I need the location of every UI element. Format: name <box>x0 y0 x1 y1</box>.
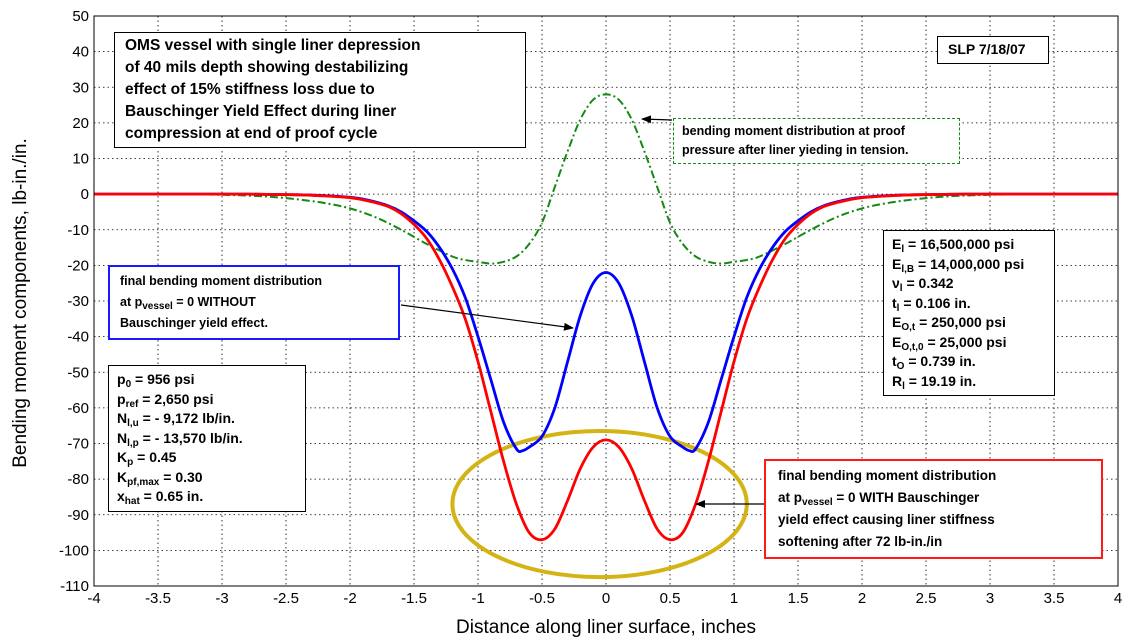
x-tick-label: 3 <box>986 590 994 607</box>
left-parameter-box: p0 = 956 psi pref = 2,650 psi Nl,u = - 9,1… <box>108 365 306 512</box>
parameter-row: tO = 0.739 in. <box>892 353 976 372</box>
x-tick-label: -2 <box>343 590 356 607</box>
green-curve-annotation: bending moment distribution at proof pre… <box>673 118 960 164</box>
parameter-row: El = 16,500,000 psi <box>892 236 1015 255</box>
y-tick-label: -20 <box>67 257 89 274</box>
y-tick-label: 0 <box>81 186 89 203</box>
y-tick-label: -90 <box>67 507 89 524</box>
green-annotation-line: pressure after liner yieding in tension. <box>682 143 909 157</box>
y-tick-label: 10 <box>72 151 89 168</box>
y-tick-label: -10 <box>67 222 89 239</box>
green-annotation-line: bending moment distribution at proof <box>682 124 905 138</box>
red-curve-annotation: final bending moment distribution at pve… <box>764 459 1103 559</box>
x-tick-label: 3.5 <box>1044 590 1065 607</box>
blue-annotation-arrow <box>400 304 574 331</box>
series-line-ff0000 <box>94 192 1118 542</box>
red-annotation-line: yield effect causing liner stiffness <box>778 512 995 527</box>
y-tick-label: 40 <box>72 44 89 61</box>
y-tick-label: 50 <box>72 8 89 25</box>
title-line: of 40 mils depth showing destabilizing <box>125 59 409 76</box>
parameter-row: xhat = 0.65 in. <box>117 488 204 507</box>
red-annotation-line: at pvessel = 0 WITH Bauschinger <box>778 490 980 508</box>
title-annotation-box: OMS vessel with single liner depression … <box>114 32 526 148</box>
stamp-text: SLP 7/18/07 <box>948 41 1026 57</box>
x-axis-label: Distance along liner surface, inches <box>456 617 756 638</box>
x-tick-label: -3.5 <box>145 590 171 607</box>
y-tick-label: -30 <box>67 293 89 310</box>
blue-annotation-line: at pvessel = 0 WITHOUT <box>120 295 256 312</box>
x-tick-label: 2.5 <box>916 590 937 607</box>
parameter-row: Kp = 0.45 <box>117 449 177 468</box>
y-tick-label: -40 <box>67 329 89 346</box>
y-tick-label: 20 <box>72 115 89 132</box>
parameter-row: El,B = 14,000,000 psi <box>892 255 1025 275</box>
y-tick-label: -50 <box>67 364 89 381</box>
blue-annotation-line: final bending moment distribution <box>120 274 323 288</box>
green-annotation-arrow <box>641 115 673 124</box>
title-line: effect of 15% stiffness loss due to <box>125 81 375 98</box>
y-tick-label: -70 <box>67 436 89 453</box>
series-layer <box>94 93 1118 542</box>
x-tick-label: -1.5 <box>401 590 427 607</box>
title-line: Bauschinger Yield Effect during liner <box>125 103 397 120</box>
y-tick-label: -80 <box>67 471 89 488</box>
y-tick-label: -60 <box>67 400 89 417</box>
parameter-row: EO,t,0 = 25,000 psi <box>892 333 1007 353</box>
parameter-row: tl = 0.106 in. <box>892 294 971 314</box>
parameter-row: p0 = 956 psi <box>117 371 195 390</box>
red-annotation-line: softening after 72 lb-in./in <box>778 534 943 549</box>
parameter-row: Rl = 19.19 in. <box>892 372 977 392</box>
title-line: compression at end of proof cycle <box>125 125 378 142</box>
series-line-138a13 <box>94 93 1118 265</box>
parameter-row: Nl,u = - 9,172 lb/in. <box>117 410 235 429</box>
x-tick-label: -2.5 <box>273 590 299 607</box>
author-date-stamp: SLP 7/18/07 <box>937 36 1049 64</box>
x-tick-label: 2 <box>858 590 866 607</box>
y-tick-label: -110 <box>60 578 89 595</box>
y-axis-label: Bending moment components, lb-in./in. <box>10 138 31 468</box>
x-tick-label: -3 <box>215 590 228 607</box>
x-tick-label: 1.5 <box>788 590 809 607</box>
x-tick-label: 1 <box>730 590 738 607</box>
x-tick-label: 4 <box>1114 590 1122 607</box>
right-parameter-box: El = 16,500,000 psi El,B = 14,000,000 psi… <box>883 230 1055 396</box>
parameter-row: νl = 0.342 <box>892 275 954 294</box>
parameter-row: Kpf,max = 0.30 <box>117 468 203 488</box>
x-tick-label: 0 <box>602 590 610 607</box>
arrows <box>400 115 764 508</box>
parameter-row: EO,t = 250,000 psi <box>892 314 1006 333</box>
parameter-row: pref = 2,650 psi <box>117 390 214 410</box>
blue-curve-annotation: final bending moment distribution at pve… <box>108 265 400 340</box>
y-tick-label: 30 <box>72 79 89 96</box>
x-tick-label: -4 <box>87 590 100 607</box>
blue-annotation-line: Bauschinger yield effect. <box>120 316 268 330</box>
tick-labels: -4 -3.5 -3 -2.5 -2 -1.5 -1 -0.5 0 0.5 1 1.5 2 2.5 3 3.5… <box>59 8 1122 607</box>
title-line: OMS vessel with single liner depression <box>125 37 421 54</box>
red-annotation-line: final bending moment distribution <box>778 468 997 483</box>
plot-frame <box>93 15 1119 587</box>
parameter-row: Nl,p = - 13,570 lb/in. <box>117 429 243 449</box>
y-tick-label: -100 <box>59 542 89 559</box>
x-tick-label: -0.5 <box>529 590 555 607</box>
x-tick-label: -1 <box>471 590 484 607</box>
x-tick-label: 0.5 <box>660 590 681 607</box>
